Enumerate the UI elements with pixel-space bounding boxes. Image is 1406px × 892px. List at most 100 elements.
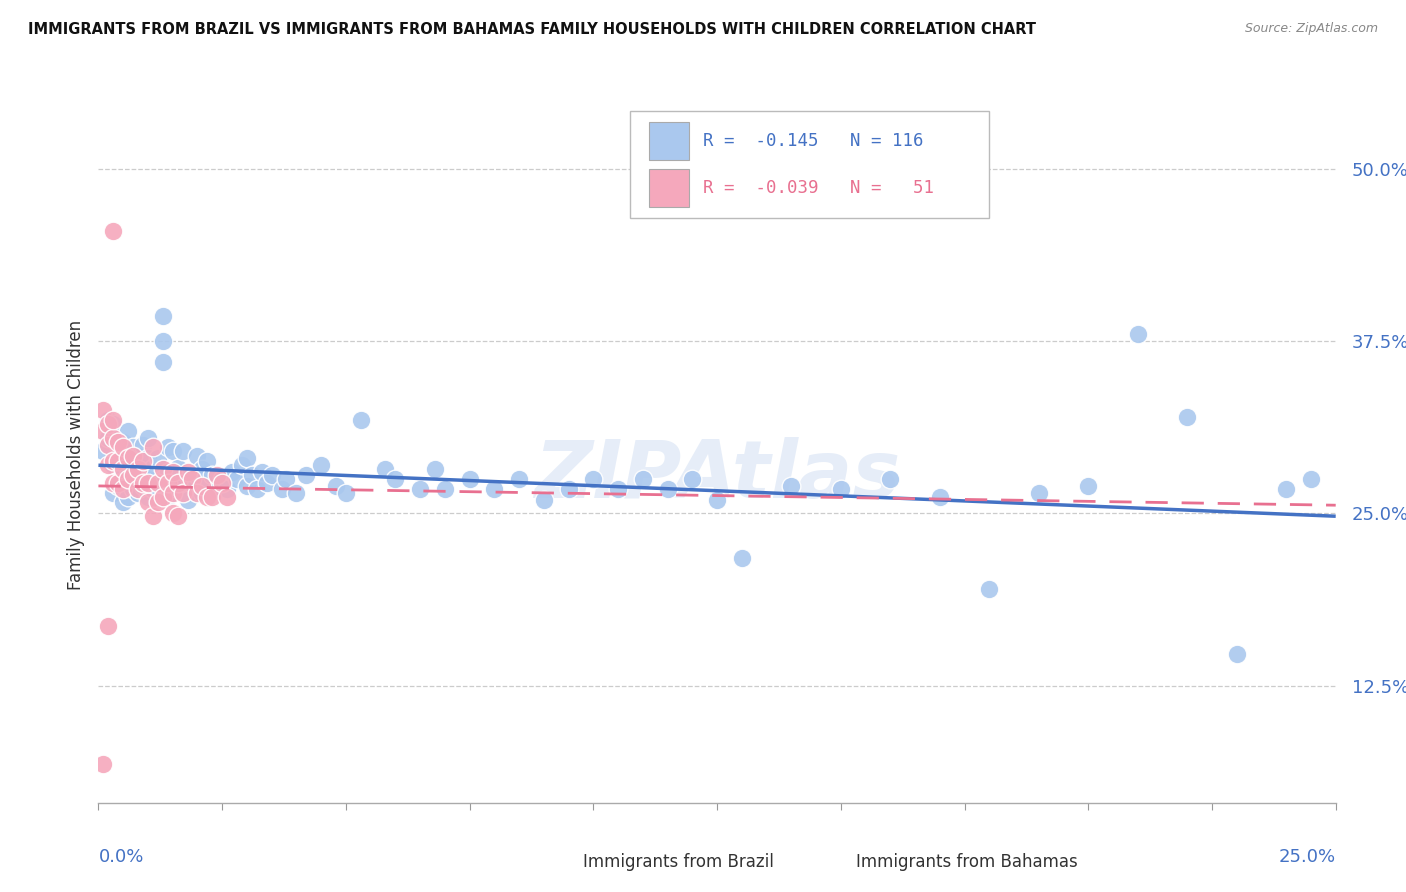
Text: Source: ZipAtlas.com: Source: ZipAtlas.com bbox=[1244, 22, 1378, 36]
Point bbox=[433, 482, 456, 496]
Point bbox=[136, 490, 159, 504]
Point bbox=[103, 454, 125, 468]
Point bbox=[146, 451, 169, 466]
Point bbox=[201, 467, 224, 482]
Text: Immigrants from Bahamas: Immigrants from Bahamas bbox=[856, 853, 1077, 871]
Point bbox=[93, 757, 115, 772]
Point bbox=[1226, 647, 1249, 661]
Point bbox=[112, 495, 135, 509]
Point bbox=[103, 485, 125, 500]
Point bbox=[374, 462, 396, 476]
Point bbox=[211, 472, 233, 486]
Point bbox=[731, 550, 754, 565]
Point bbox=[166, 461, 188, 475]
Point bbox=[631, 472, 654, 486]
Point bbox=[152, 490, 174, 504]
Point bbox=[162, 485, 184, 500]
Point bbox=[152, 334, 174, 349]
Point bbox=[107, 437, 129, 451]
Point bbox=[176, 467, 198, 482]
FancyBboxPatch shape bbox=[650, 169, 689, 207]
Point bbox=[142, 482, 165, 496]
Point bbox=[152, 462, 174, 476]
Point bbox=[830, 482, 852, 496]
Point bbox=[97, 437, 120, 451]
FancyBboxPatch shape bbox=[650, 121, 689, 160]
Point bbox=[112, 454, 135, 468]
Point bbox=[201, 490, 224, 504]
Point bbox=[152, 310, 174, 324]
Y-axis label: Family Households with Children: Family Households with Children bbox=[66, 320, 84, 590]
Point bbox=[1299, 472, 1322, 486]
Point bbox=[657, 482, 679, 496]
Point bbox=[217, 490, 239, 504]
FancyBboxPatch shape bbox=[630, 111, 990, 219]
Point bbox=[582, 472, 605, 486]
Point bbox=[122, 449, 145, 463]
Point bbox=[117, 424, 139, 438]
Point bbox=[132, 454, 155, 468]
Text: 25.0%: 25.0% bbox=[1278, 848, 1336, 866]
Point bbox=[181, 472, 204, 486]
Point bbox=[176, 492, 198, 507]
Point bbox=[132, 479, 155, 493]
Point bbox=[136, 472, 159, 486]
Point bbox=[162, 465, 184, 479]
FancyBboxPatch shape bbox=[815, 847, 844, 877]
Point bbox=[205, 467, 228, 482]
Point bbox=[103, 431, 125, 445]
Point bbox=[146, 495, 169, 509]
Text: Immigrants from Brazil: Immigrants from Brazil bbox=[583, 853, 775, 871]
Point bbox=[409, 482, 432, 496]
Point bbox=[780, 479, 803, 493]
Point bbox=[162, 444, 184, 458]
Point bbox=[132, 476, 155, 491]
Point bbox=[350, 413, 373, 427]
Point bbox=[103, 476, 125, 491]
Point bbox=[103, 417, 125, 431]
Point bbox=[112, 482, 135, 496]
Point bbox=[681, 472, 703, 486]
Point bbox=[97, 417, 120, 431]
Point bbox=[142, 441, 165, 455]
Point bbox=[250, 465, 273, 479]
Point bbox=[107, 479, 129, 493]
Point bbox=[423, 462, 446, 476]
Point bbox=[97, 413, 120, 427]
Point bbox=[166, 476, 188, 491]
Point bbox=[325, 479, 347, 493]
Point bbox=[256, 476, 278, 491]
Point bbox=[152, 355, 174, 369]
Point bbox=[191, 479, 214, 493]
Point bbox=[122, 441, 145, 455]
Point bbox=[103, 413, 125, 427]
Point bbox=[217, 482, 239, 496]
Point bbox=[181, 476, 204, 491]
Point bbox=[107, 434, 129, 449]
Point bbox=[156, 465, 179, 479]
Point bbox=[1175, 410, 1198, 425]
Point bbox=[186, 485, 208, 500]
Point bbox=[103, 458, 125, 473]
Point bbox=[172, 485, 194, 500]
Point bbox=[195, 454, 218, 468]
Point bbox=[93, 424, 115, 438]
Point bbox=[156, 441, 179, 455]
Point bbox=[231, 458, 253, 473]
Point bbox=[211, 476, 233, 491]
Point bbox=[122, 482, 145, 496]
Point bbox=[117, 451, 139, 466]
Point bbox=[107, 458, 129, 473]
Point bbox=[186, 449, 208, 463]
Point bbox=[508, 472, 530, 486]
Point bbox=[136, 451, 159, 466]
Point bbox=[152, 472, 174, 486]
Point bbox=[117, 444, 139, 458]
Point bbox=[706, 492, 728, 507]
Point bbox=[270, 482, 292, 496]
Point bbox=[260, 467, 283, 482]
Point bbox=[879, 472, 901, 486]
Point bbox=[107, 476, 129, 491]
Point bbox=[146, 476, 169, 491]
Point bbox=[607, 482, 630, 496]
